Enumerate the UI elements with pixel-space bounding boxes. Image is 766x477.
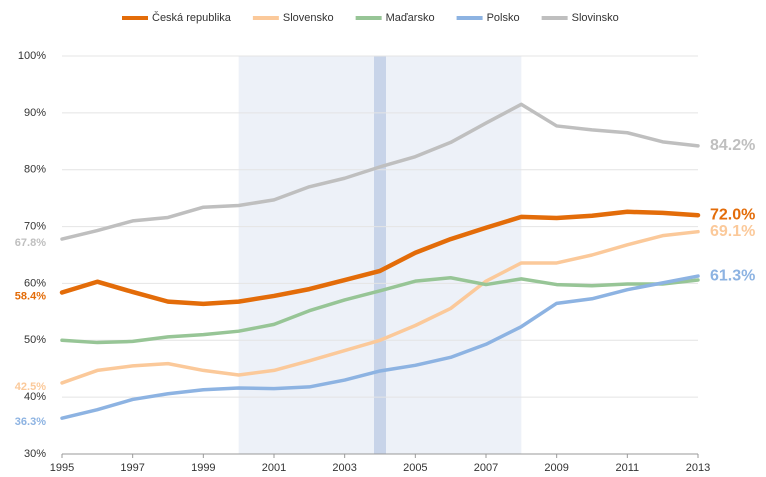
legend-label: Slovinsko <box>572 12 619 24</box>
x-tick-label: 1995 <box>50 462 74 474</box>
x-tick-label: 2007 <box>474 462 498 474</box>
y-tick-label: 40% <box>24 391 46 403</box>
data-label: 69.1% <box>710 223 755 240</box>
x-tick-label: 2001 <box>262 462 286 474</box>
y-tick-label: 50% <box>24 334 46 346</box>
x-tick-label: 2009 <box>544 462 568 474</box>
series-line <box>60 274 700 420</box>
data-label: 72.0% <box>710 206 755 223</box>
x-tick-label: 2013 <box>686 462 710 474</box>
legend-label: Slovensko <box>283 12 334 24</box>
x-tick-label: 2005 <box>403 462 427 474</box>
y-tick-label: 70% <box>24 220 46 232</box>
y-tick-label: 80% <box>24 164 46 176</box>
x-tick-label: 1999 <box>191 462 215 474</box>
series-line <box>60 275 700 345</box>
legend-label: Česká republika <box>152 11 232 24</box>
data-label: 67.8% <box>15 237 46 249</box>
series-line <box>60 229 700 385</box>
legend-label: Maďarsko <box>386 12 435 24</box>
highlight-band <box>374 56 386 454</box>
data-label: 42.5% <box>15 381 46 393</box>
data-label: 84.2% <box>710 137 755 154</box>
y-tick-label: 100% <box>18 50 46 62</box>
y-tick-label: 90% <box>24 107 46 119</box>
data-label: 36.3% <box>15 416 46 428</box>
data-label: 58.4% <box>15 290 46 302</box>
legend-label: Polsko <box>487 12 520 24</box>
x-tick-label: 2003 <box>332 462 356 474</box>
x-tick-label: 1997 <box>120 462 144 474</box>
series-line <box>60 102 700 241</box>
y-tick-label: 30% <box>24 448 46 460</box>
x-tick-label: 2011 <box>616 462 640 474</box>
y-tick-label: 60% <box>24 277 46 289</box>
series-line <box>59 209 701 307</box>
data-label: 61.3% <box>710 267 755 284</box>
